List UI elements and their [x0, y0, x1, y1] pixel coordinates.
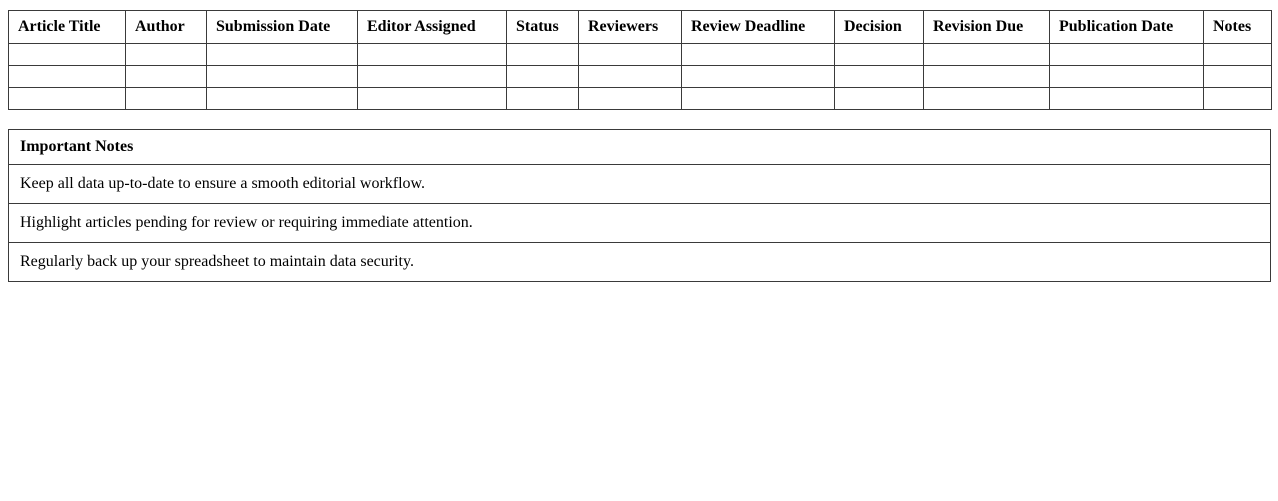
empty-cell [681, 65, 835, 88]
submissions-empty-row [8, 87, 1272, 110]
document-page: Article Title Author Submission Date Edi… [0, 10, 1278, 501]
empty-cell [1049, 87, 1204, 110]
empty-cell [8, 87, 126, 110]
notes-header-row: Important Notes [8, 129, 1271, 165]
empty-cell [578, 87, 682, 110]
notes-title: Important Notes [8, 129, 1271, 165]
important-notes-table: Important Notes Keep all data up-to-date… [8, 129, 1271, 282]
submissions-empty-row [8, 65, 1272, 88]
column-header-review-deadline: Review Deadline [681, 10, 835, 44]
note-item: Keep all data up-to-date to ensure a smo… [8, 164, 1271, 204]
empty-cell [8, 43, 126, 66]
empty-cell [506, 43, 579, 66]
column-header-notes: Notes [1203, 10, 1272, 44]
empty-cell [506, 87, 579, 110]
note-item: Regularly back up your spreadsheet to ma… [8, 242, 1271, 282]
submissions-table: Article Title Author Submission Date Edi… [8, 10, 1272, 110]
note-item: Highlight articles pending for review or… [8, 203, 1271, 243]
submissions-header-row: Article Title Author Submission Date Edi… [8, 10, 1272, 44]
empty-cell [1049, 43, 1204, 66]
empty-cell [125, 65, 207, 88]
empty-cell [578, 43, 682, 66]
empty-cell [8, 65, 126, 88]
submissions-empty-rows [8, 43, 1272, 110]
empty-cell [681, 87, 835, 110]
note-row: Keep all data up-to-date to ensure a smo… [8, 164, 1271, 204]
empty-cell [834, 87, 924, 110]
empty-cell [681, 43, 835, 66]
column-header-decision: Decision [834, 10, 924, 44]
submissions-empty-row [8, 43, 1272, 66]
column-header-revision-due: Revision Due [923, 10, 1050, 44]
empty-cell [578, 65, 682, 88]
column-header-status: Status [506, 10, 579, 44]
empty-cell [357, 87, 507, 110]
empty-cell [357, 43, 507, 66]
empty-cell [834, 65, 924, 88]
empty-cell [1203, 65, 1272, 88]
column-header-author: Author [125, 10, 207, 44]
column-header-publication-date: Publication Date [1049, 10, 1204, 44]
note-row: Regularly back up your spreadsheet to ma… [8, 242, 1271, 282]
note-row: Highlight articles pending for review or… [8, 203, 1271, 243]
column-header-submission-date: Submission Date [206, 10, 358, 44]
column-header-reviewers: Reviewers [578, 10, 682, 44]
empty-cell [1203, 87, 1272, 110]
empty-cell [1203, 43, 1272, 66]
empty-cell [206, 87, 358, 110]
empty-cell [923, 65, 1050, 88]
empty-cell [834, 43, 924, 66]
empty-cell [125, 87, 207, 110]
column-header-article-title: Article Title [8, 10, 126, 44]
empty-cell [1049, 65, 1204, 88]
empty-cell [506, 65, 579, 88]
empty-cell [923, 43, 1050, 66]
column-header-editor-assigned: Editor Assigned [357, 10, 507, 44]
empty-cell [923, 87, 1050, 110]
empty-cell [206, 43, 358, 66]
empty-cell [206, 65, 358, 88]
empty-cell [357, 65, 507, 88]
empty-cell [125, 43, 207, 66]
